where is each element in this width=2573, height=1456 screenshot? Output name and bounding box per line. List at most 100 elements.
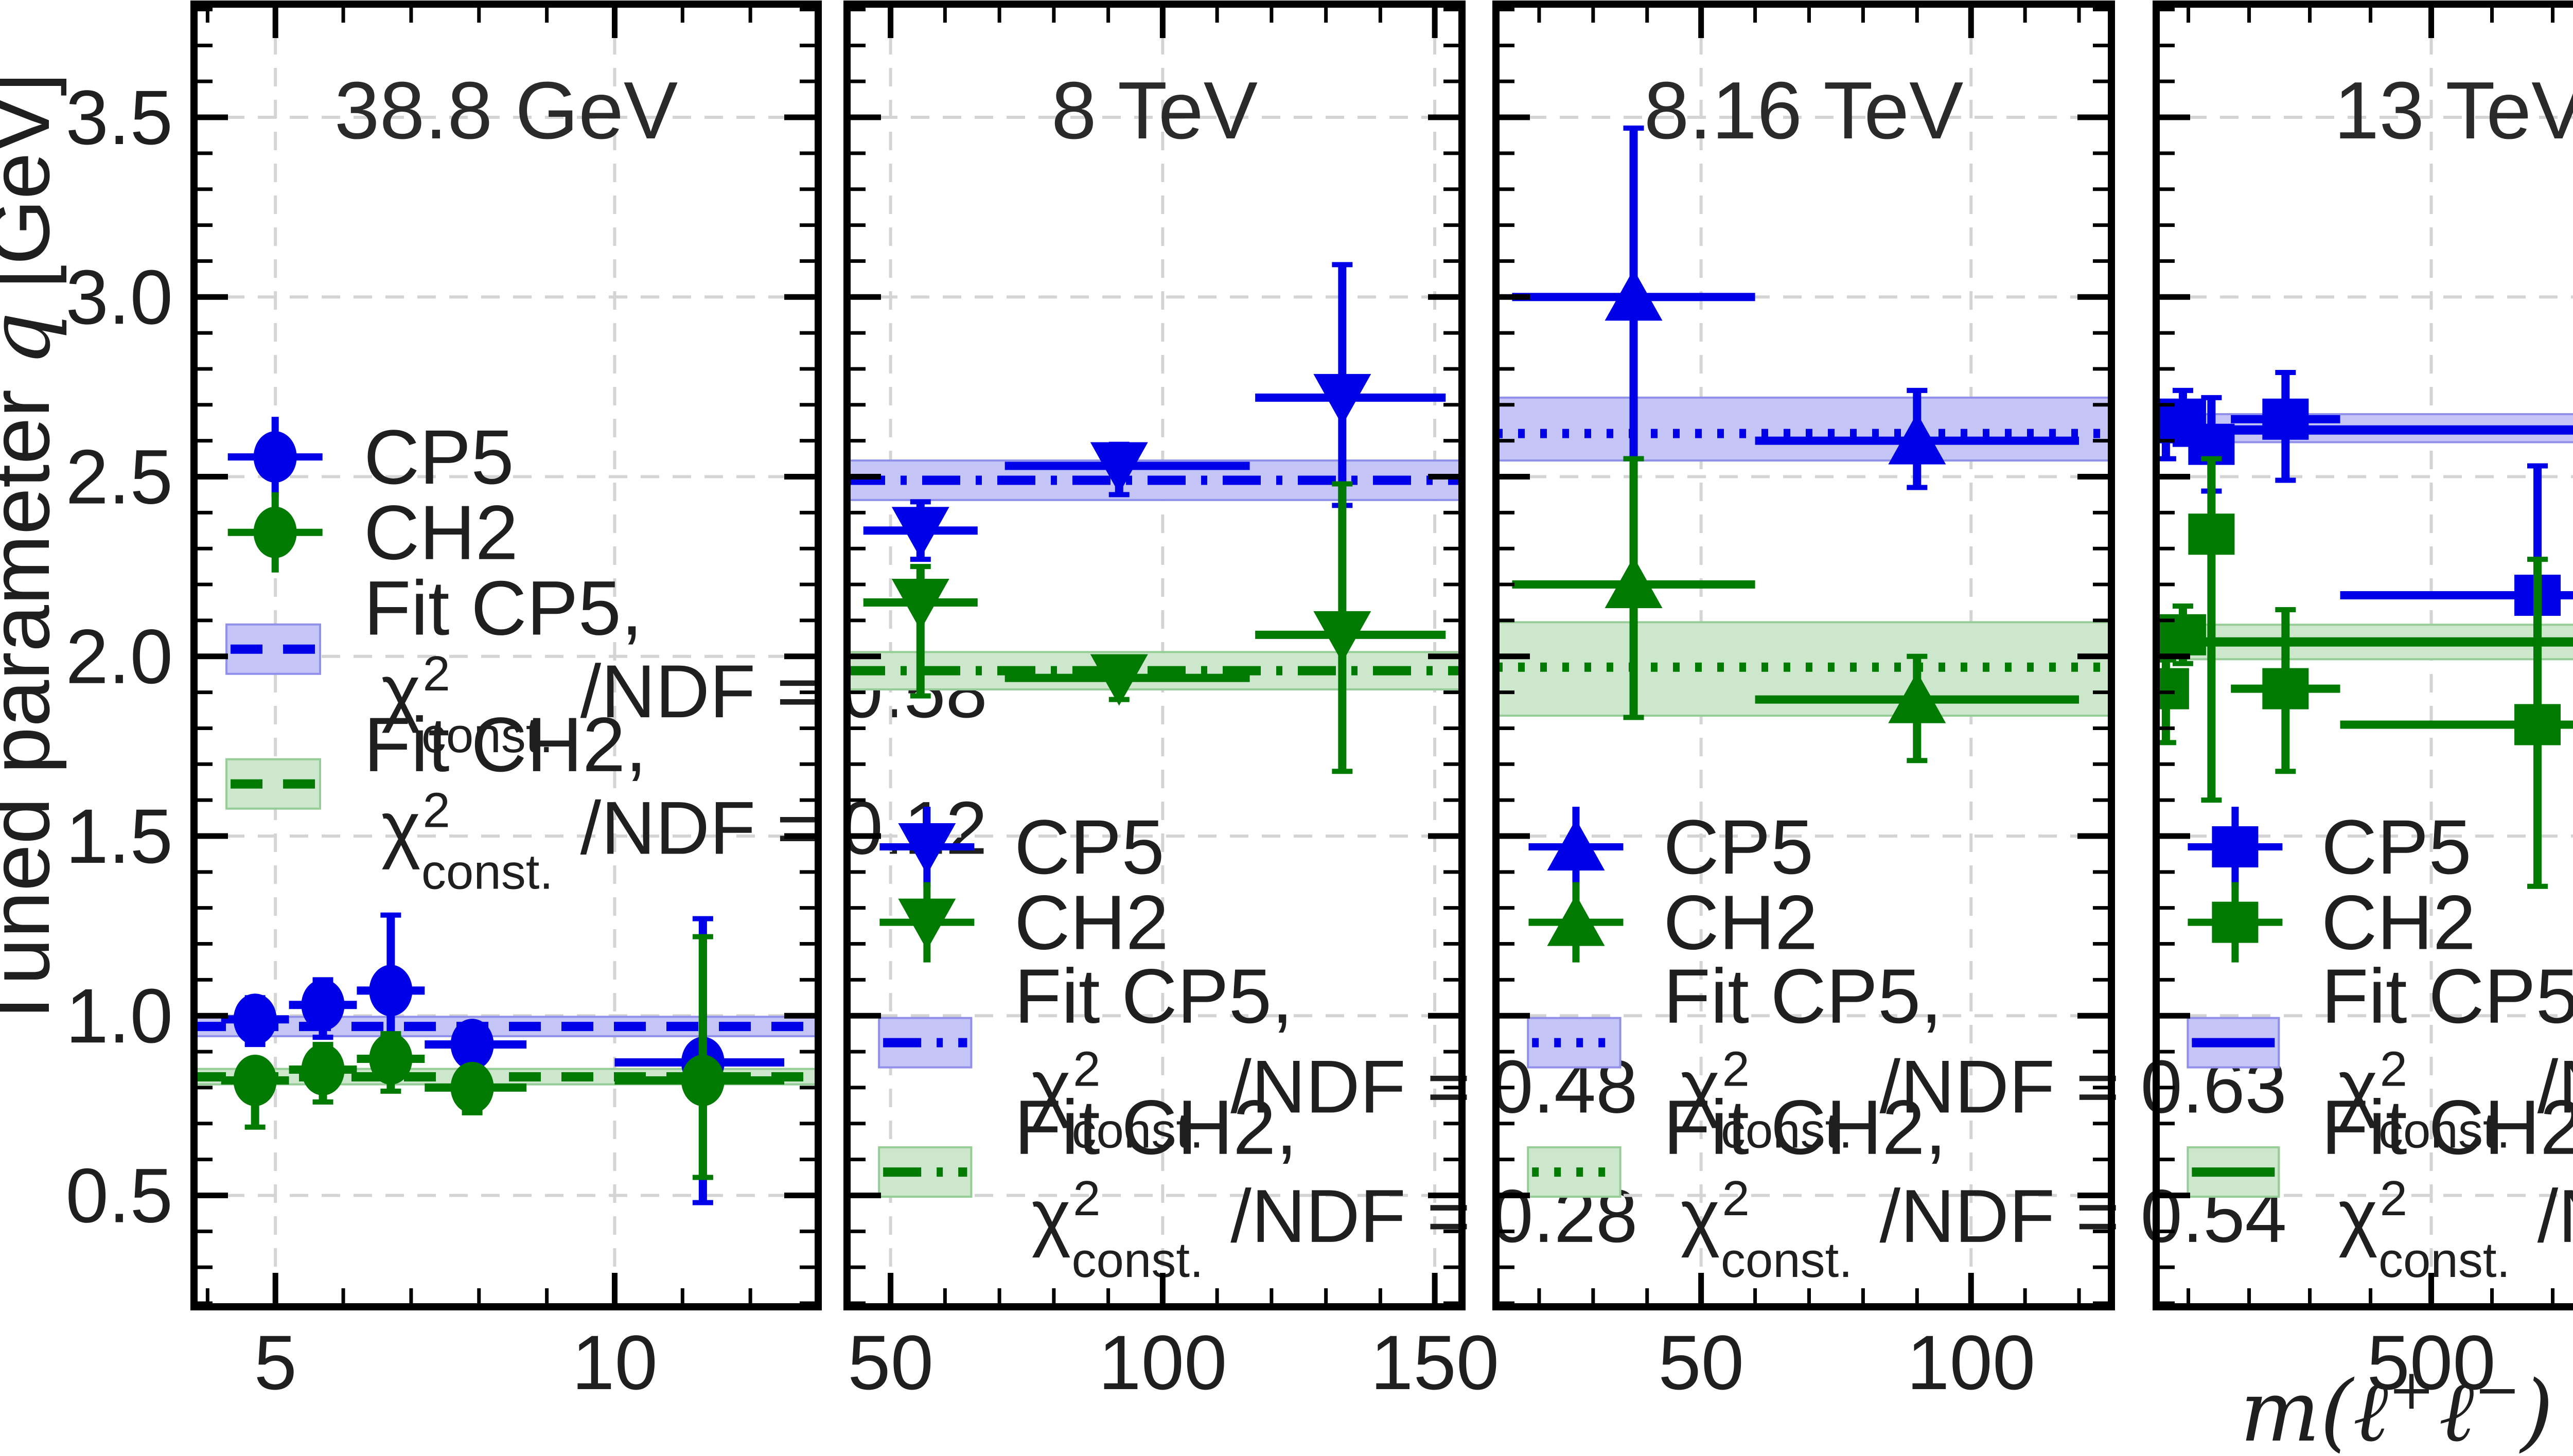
data-point-ch2: [1888, 671, 1946, 723]
x-tick-label: 5: [254, 1319, 296, 1406]
x-tick-label: 50: [848, 1319, 933, 1406]
data-point-cp5: [233, 993, 277, 1045]
data-point-ch2: [681, 1054, 725, 1106]
legend-label-fit-ch2: Fit CH2,: [364, 701, 647, 788]
legend-marker-cp5: [253, 431, 297, 483]
legend-marker-ch2: [1547, 894, 1605, 946]
legend-item-ch2: CH2: [1528, 879, 1818, 966]
data-point-ch2: [233, 1054, 277, 1106]
data-point-ch2: [2262, 668, 2309, 709]
x-tick-label: 10: [572, 1319, 658, 1406]
data-point-ch2: [2156, 668, 2189, 709]
y-axis-label: Tuned parameter q [GeV]: [0, 73, 69, 1033]
legend-item-ch2: CH2: [227, 489, 518, 576]
data-point-ch2: [2514, 704, 2561, 745]
fit-band-cp5: [194, 1016, 818, 1038]
panel-title: 8.16 TeV: [1644, 65, 1964, 156]
legend-label-cp5: CP5: [1014, 804, 1165, 890]
legend-label-cp5: CP5: [364, 414, 514, 500]
data-point-ch2: [450, 1061, 494, 1113]
legend-marker-ch2: [2212, 901, 2259, 943]
y-tick-label: 2.5: [65, 434, 173, 520]
legend-item-fit-ch2: Fit CH2,χ2 const. /NDF = 0.28: [878, 1084, 1638, 1288]
legend-item-fit-ch2: Fit CH2,χ2 const. /NDF = 0.12: [225, 701, 988, 900]
legend-label-ch2: CH2: [1014, 879, 1169, 966]
legend-label-fit-cp5: Fit CP5,: [364, 564, 643, 651]
legend-item-fit-cp5: Fit CP5,χ2 const. /NDF = 0.58: [225, 564, 988, 763]
x-tick-label: 100: [1907, 1319, 2035, 1406]
legend-label-cp5: CP5: [2321, 804, 2472, 890]
data-point-cp5: [1313, 374, 1371, 425]
chi2-ndf-label: χ2 const. /NDF = 0.58: [381, 646, 988, 763]
legend-label-fit-cp5: Fit CP5,: [2321, 953, 2573, 1039]
x-tick-label: 500: [2367, 1319, 2495, 1406]
x-tick-label: 150: [1370, 1319, 1499, 1406]
data-point-ch2: [2188, 513, 2235, 555]
legend-item-ch2: CH2: [2188, 879, 2476, 966]
y-tick-label: 0.5: [65, 1152, 173, 1238]
data-point-cp5: [301, 979, 345, 1031]
chi2-ndf-label: χ2 const. /NDF = 0.12: [381, 783, 988, 900]
legend-marker-cp5: [898, 823, 956, 875]
data-point-cp5: [1888, 413, 1946, 465]
data-point-cp5: [1090, 442, 1148, 494]
panel-title: 38.8 GeV: [334, 65, 678, 156]
x-tick-label: 100: [1098, 1319, 1227, 1406]
y-tick-label: 1.0: [65, 972, 173, 1059]
legend-marker-ch2: [898, 898, 956, 950]
data-point-cp5: [1605, 269, 1663, 321]
legend-marker-cp5: [2212, 826, 2259, 867]
y-tick-label: 1.5: [65, 793, 173, 879]
y-tick-label: 3.0: [65, 254, 173, 340]
legend-label-fit-cp5: Fit CP5,: [1014, 953, 1293, 1039]
data-point-cp5: [450, 1019, 494, 1071]
legend-swatch-band-cp5: [1527, 1017, 1622, 1069]
legend-label-fit-ch2: Fit CH2,: [2321, 1084, 2573, 1170]
y-tick-label: 2.0: [65, 613, 173, 700]
data-point-ch2: [1605, 557, 1663, 609]
legend-label-cp5: CP5: [1663, 804, 1813, 890]
panel-title: 13 TeV: [2334, 65, 2573, 156]
data-point-cp5: [369, 965, 413, 1017]
data-point-cp5: [2262, 398, 2309, 440]
legend-label-fit-ch2: Fit CH2,: [1014, 1084, 1297, 1170]
legend-swatch-band-ch2: [1527, 1146, 1622, 1198]
legend-label-ch2: CH2: [364, 489, 518, 576]
legend-marker-cp5: [1547, 819, 1605, 871]
panel-title: 8 TeV: [1051, 65, 1258, 156]
data-point-ch2: [891, 578, 949, 630]
data-point-ch2: [1090, 654, 1148, 706]
legend-item-fit-ch2: Fit CH2,χ2 const. /NDF = 0.54: [1527, 1084, 2287, 1288]
legend-item-cp5: CP5: [227, 414, 514, 500]
data-point-ch2: [369, 1033, 413, 1085]
legend-item-cp5: CP5: [1528, 804, 1813, 890]
data-point-ch2: [1313, 611, 1371, 663]
legend-marker-ch2: [253, 506, 297, 558]
chi2-ndf-label: χ2 const. /NDF = 0.28: [1032, 1171, 1638, 1288]
legend-label-fit-cp5: Fit CP5,: [1663, 953, 1942, 1039]
x-axis-label: m(ℓ+ℓ−) [GeV]: [2240, 1358, 2573, 1453]
legend-label-ch2: CH2: [1663, 879, 1818, 966]
legend-label-ch2: CH2: [2321, 879, 2476, 966]
y-tick-label: 3.5: [65, 74, 173, 161]
legend-label-fit-ch2: Fit CH2,: [1663, 1084, 1946, 1170]
data-point-cp5: [891, 507, 949, 559]
data-point-ch2: [301, 1044, 345, 1096]
legend-item-cp5: CP5: [2188, 804, 2472, 890]
legend-item-ch2: CH2: [879, 879, 1169, 966]
x-tick-label: 50: [1658, 1319, 1744, 1406]
legend-item-cp5: CP5: [879, 804, 1165, 890]
